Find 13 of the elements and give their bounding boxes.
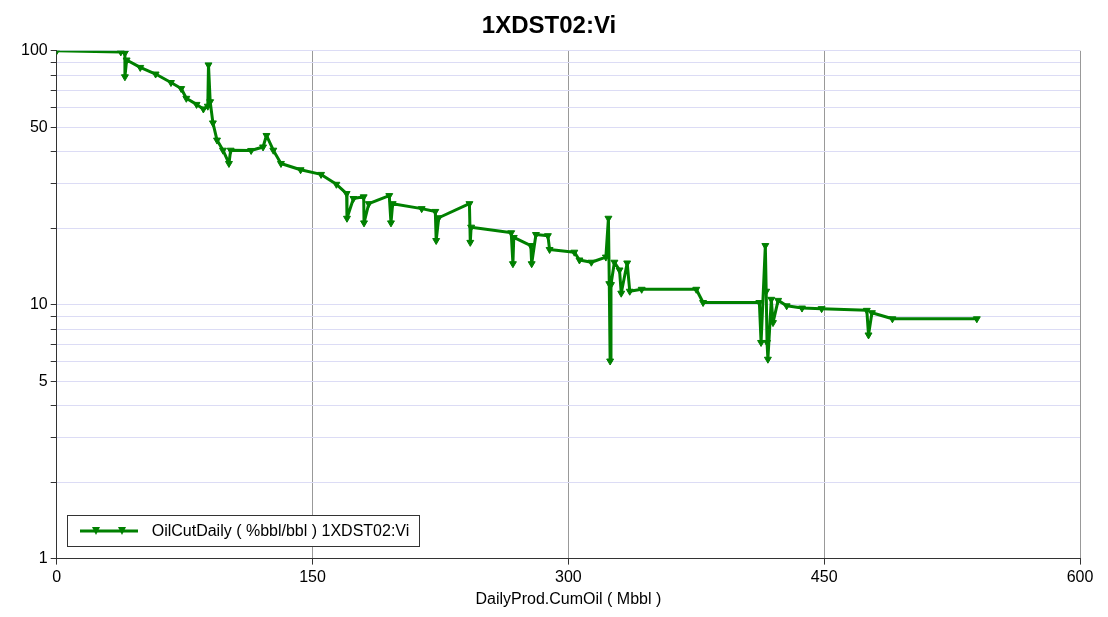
- x-tick-label: 600: [1066, 567, 1094, 585]
- x-axis-title: DailyProd.CumOil ( Mbbl ): [475, 589, 662, 607]
- x-tick-label: 0: [52, 567, 62, 585]
- y-tick-label: 5: [38, 371, 48, 389]
- chart-title: 1XDST02:Vi: [481, 11, 617, 39]
- y-tick-label: 1: [38, 549, 48, 567]
- y-tick-label: 10: [29, 295, 48, 313]
- legend-label: OilCutDaily ( %bbl/bbl ) 1XDST02:Vi: [151, 521, 410, 540]
- x-tick-label: 300: [555, 567, 582, 585]
- y-tick-label: 100: [20, 41, 48, 59]
- x-tick-label: 450: [810, 567, 838, 585]
- y-tick-label: 50: [29, 117, 48, 135]
- x-tick-label: 150: [299, 567, 326, 585]
